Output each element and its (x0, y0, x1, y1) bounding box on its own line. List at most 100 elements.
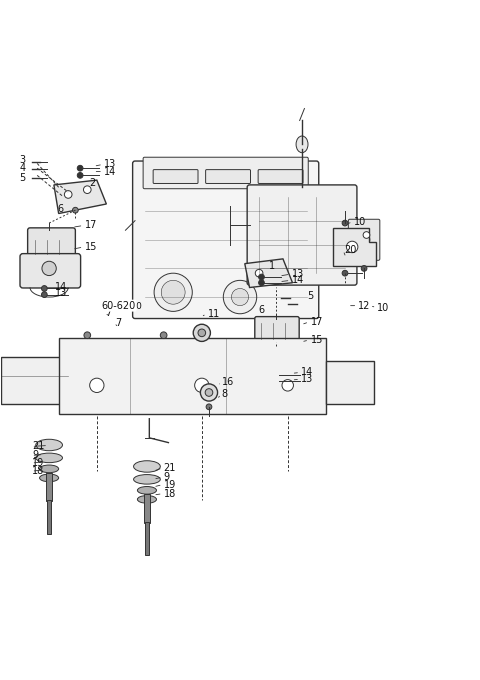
Circle shape (259, 280, 264, 286)
Circle shape (206, 404, 212, 409)
Circle shape (41, 292, 47, 298)
Circle shape (77, 165, 83, 171)
FancyBboxPatch shape (59, 337, 326, 414)
FancyBboxPatch shape (132, 161, 319, 318)
Text: 18: 18 (33, 466, 45, 476)
Polygon shape (245, 259, 292, 288)
Circle shape (77, 173, 83, 178)
Circle shape (255, 269, 263, 277)
Circle shape (42, 261, 56, 275)
Polygon shape (333, 228, 376, 266)
Circle shape (282, 379, 293, 391)
Text: 6: 6 (58, 204, 64, 214)
FancyBboxPatch shape (247, 185, 357, 285)
Circle shape (161, 280, 185, 304)
Text: 1: 1 (269, 261, 275, 271)
FancyBboxPatch shape (145, 522, 149, 556)
Text: 16: 16 (222, 377, 234, 386)
Text: 13: 13 (104, 159, 116, 169)
Circle shape (259, 274, 264, 280)
Circle shape (64, 190, 72, 199)
Circle shape (200, 384, 217, 401)
Text: 8: 8 (222, 389, 228, 399)
Text: 6: 6 (258, 305, 264, 315)
Circle shape (342, 271, 348, 276)
FancyBboxPatch shape (255, 317, 299, 344)
FancyBboxPatch shape (205, 169, 251, 184)
Circle shape (90, 378, 104, 392)
FancyBboxPatch shape (247, 343, 307, 375)
Polygon shape (54, 180, 107, 214)
Text: 7: 7 (115, 318, 121, 328)
Text: 5: 5 (20, 173, 26, 183)
FancyBboxPatch shape (47, 500, 51, 534)
Circle shape (41, 286, 47, 291)
Text: 17: 17 (311, 317, 323, 327)
Circle shape (205, 389, 213, 396)
Text: 9: 9 (33, 450, 38, 460)
Text: 19: 19 (33, 458, 45, 468)
Ellipse shape (39, 465, 59, 473)
Circle shape (195, 378, 209, 392)
Circle shape (363, 232, 370, 239)
Text: 3: 3 (20, 154, 25, 165)
FancyBboxPatch shape (20, 254, 81, 288)
Text: 5: 5 (307, 291, 313, 301)
Circle shape (223, 280, 257, 313)
Text: 10: 10 (377, 303, 390, 313)
Circle shape (361, 266, 367, 271)
Text: 11: 11 (207, 309, 220, 319)
FancyBboxPatch shape (28, 228, 75, 259)
Circle shape (269, 345, 283, 360)
Text: 14: 14 (104, 167, 116, 177)
Text: 18: 18 (164, 489, 176, 498)
Text: 21: 21 (33, 441, 45, 452)
Text: 9: 9 (164, 472, 170, 482)
Text: 10: 10 (354, 217, 366, 226)
FancyBboxPatch shape (348, 219, 380, 260)
Text: 4: 4 (20, 163, 25, 173)
Text: 14: 14 (291, 275, 304, 286)
Circle shape (154, 273, 192, 311)
Text: 14: 14 (55, 282, 68, 292)
Ellipse shape (296, 136, 308, 153)
FancyBboxPatch shape (144, 494, 150, 523)
Circle shape (273, 378, 279, 384)
Text: 17: 17 (85, 220, 97, 231)
Text: 2: 2 (90, 178, 96, 188)
Circle shape (193, 324, 210, 341)
Text: 21: 21 (164, 463, 176, 473)
Circle shape (72, 207, 78, 213)
FancyBboxPatch shape (153, 169, 198, 184)
Text: 13: 13 (291, 269, 304, 279)
Circle shape (342, 220, 348, 226)
Circle shape (160, 332, 167, 339)
Ellipse shape (137, 496, 156, 503)
Ellipse shape (137, 486, 156, 494)
FancyBboxPatch shape (1, 357, 68, 405)
FancyBboxPatch shape (143, 157, 308, 189)
FancyBboxPatch shape (46, 473, 52, 501)
Text: 13: 13 (55, 288, 68, 299)
Ellipse shape (133, 461, 160, 472)
Text: 20: 20 (344, 245, 357, 255)
Ellipse shape (36, 439, 62, 451)
FancyBboxPatch shape (258, 169, 303, 184)
Text: 7: 7 (106, 308, 112, 318)
Text: 15: 15 (85, 242, 97, 252)
Text: 13: 13 (301, 374, 313, 384)
Ellipse shape (36, 453, 62, 462)
Circle shape (198, 329, 205, 337)
Circle shape (347, 241, 358, 253)
Text: 12: 12 (359, 301, 371, 311)
Text: 19: 19 (164, 479, 176, 490)
Circle shape (273, 372, 279, 377)
Text: 15: 15 (311, 335, 323, 345)
Ellipse shape (39, 474, 59, 481)
Text: 14: 14 (301, 367, 313, 377)
Ellipse shape (133, 475, 160, 484)
Circle shape (84, 186, 91, 194)
FancyBboxPatch shape (326, 362, 373, 405)
Text: 60-620: 60-620 (101, 301, 135, 311)
Circle shape (84, 332, 91, 339)
